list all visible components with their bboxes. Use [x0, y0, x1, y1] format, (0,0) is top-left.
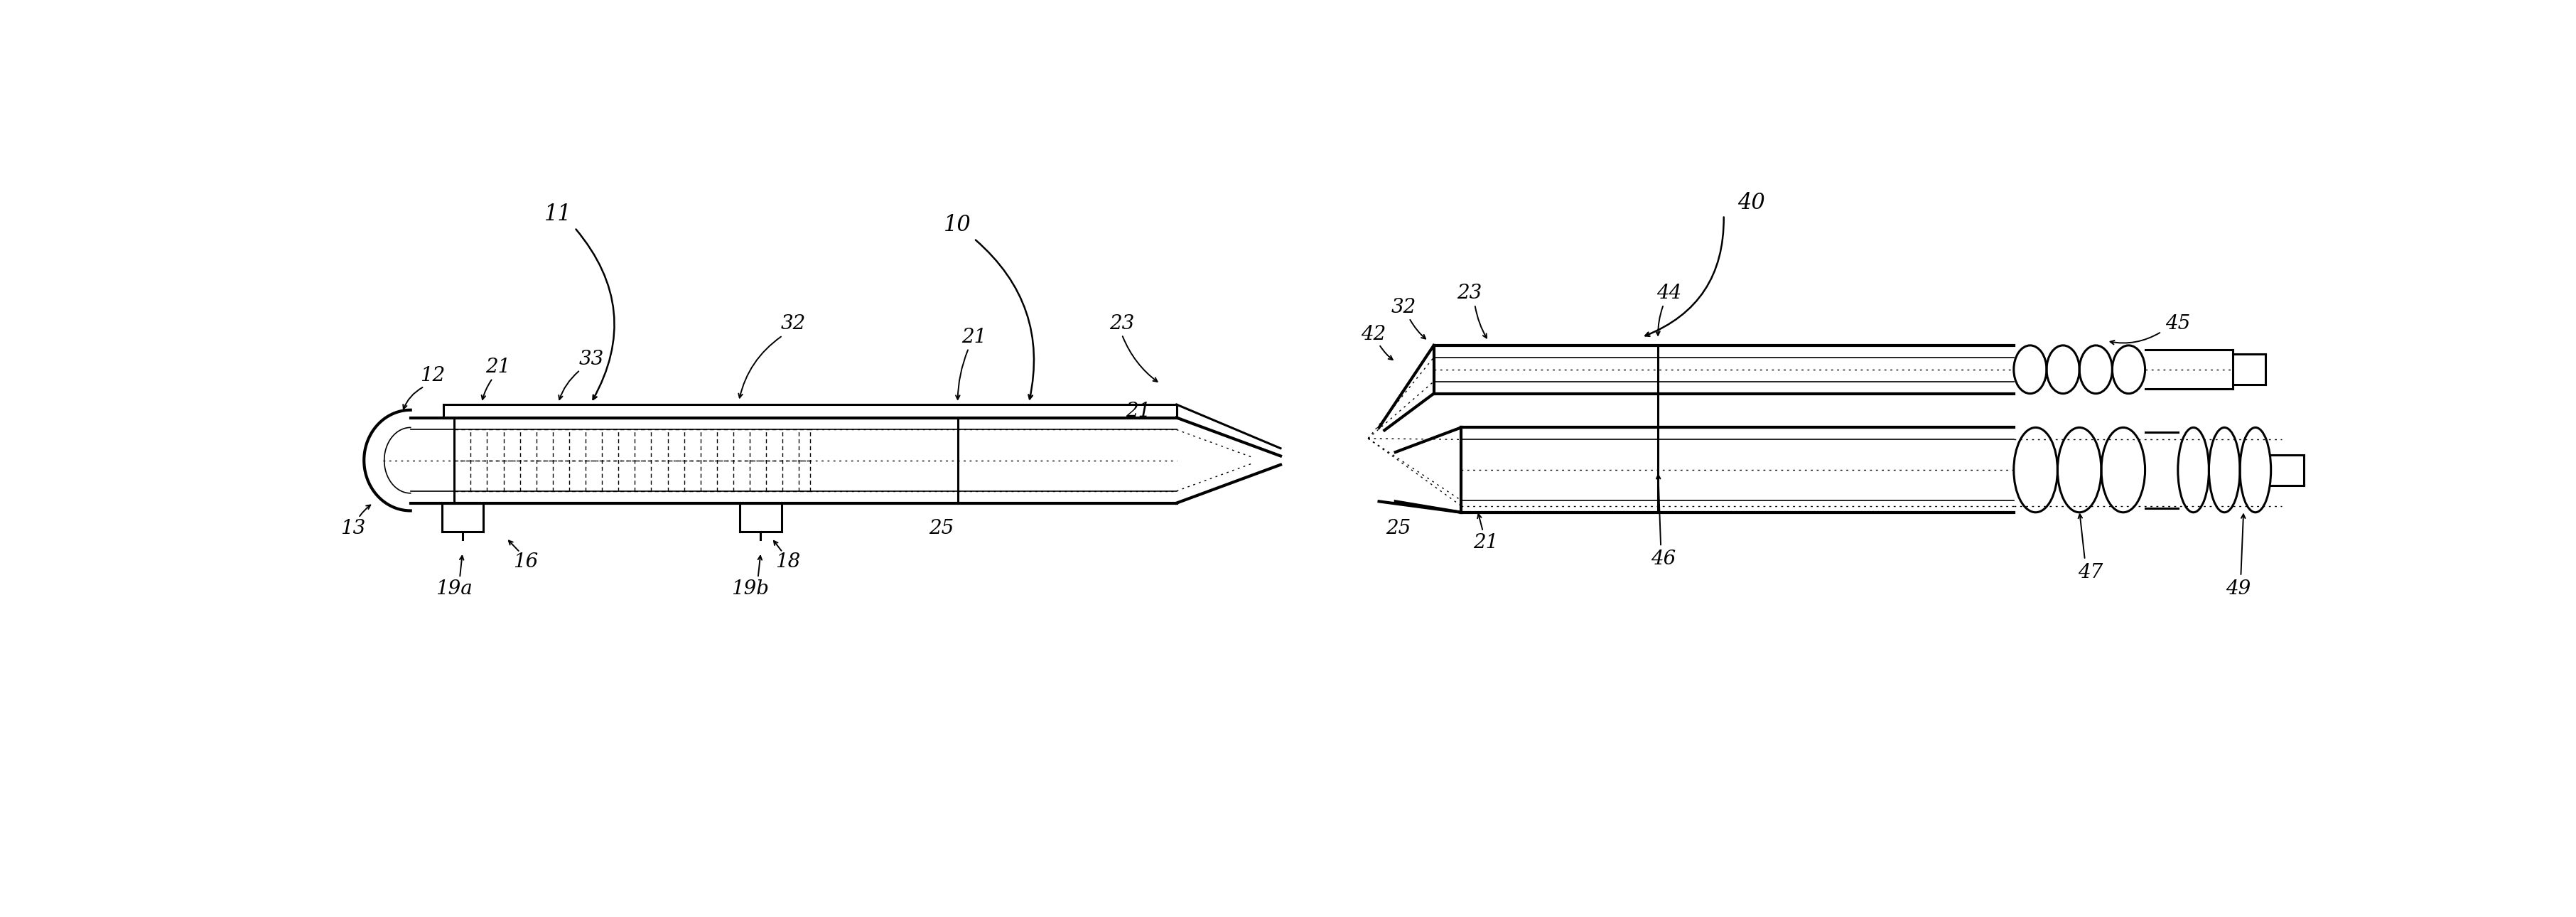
Text: 21: 21	[1473, 533, 1499, 552]
Text: 21: 21	[961, 327, 987, 347]
Text: 11: 11	[544, 203, 572, 225]
Text: 21: 21	[1126, 402, 1151, 421]
Text: 45: 45	[2166, 314, 2190, 333]
Text: 21: 21	[484, 358, 510, 377]
Text: 32: 32	[781, 314, 806, 333]
Text: 42: 42	[1360, 325, 1386, 344]
Text: 49: 49	[2226, 580, 2251, 599]
Text: 47: 47	[2079, 563, 2102, 582]
Text: 23: 23	[1458, 283, 1481, 303]
Text: 25: 25	[930, 519, 953, 538]
Text: 33: 33	[580, 349, 603, 369]
Text: 46: 46	[1651, 549, 1677, 569]
Text: 18: 18	[775, 552, 801, 571]
Text: 32: 32	[1391, 297, 1417, 316]
Text: 12: 12	[420, 366, 446, 385]
Text: 44: 44	[1656, 283, 1682, 303]
Text: 25: 25	[1386, 519, 1412, 538]
Text: 19a: 19a	[435, 580, 471, 599]
Text: 19b: 19b	[732, 580, 768, 599]
Text: 10: 10	[943, 214, 971, 236]
Text: 40: 40	[1736, 192, 1765, 214]
Text: 23: 23	[1110, 314, 1133, 333]
Text: 13: 13	[340, 519, 366, 538]
Text: 16: 16	[513, 552, 538, 571]
